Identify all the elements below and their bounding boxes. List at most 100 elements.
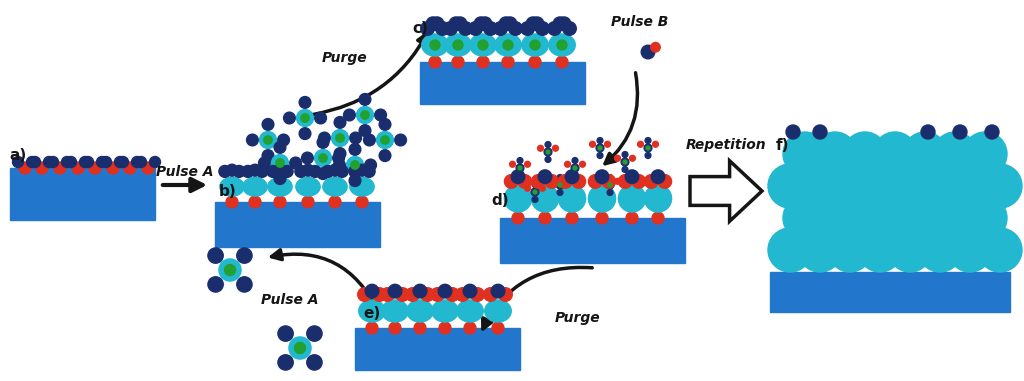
- Circle shape: [478, 17, 492, 30]
- Circle shape: [580, 161, 586, 167]
- Circle shape: [274, 196, 286, 208]
- Ellipse shape: [268, 177, 292, 196]
- Circle shape: [219, 259, 241, 281]
- Circle shape: [562, 22, 577, 35]
- Circle shape: [597, 152, 603, 158]
- Circle shape: [564, 161, 570, 167]
- Circle shape: [811, 209, 829, 227]
- Circle shape: [443, 22, 458, 35]
- Circle shape: [607, 190, 613, 195]
- Ellipse shape: [243, 177, 267, 196]
- Circle shape: [826, 161, 844, 179]
- Circle shape: [505, 185, 531, 212]
- Circle shape: [813, 132, 857, 176]
- Circle shape: [531, 185, 559, 212]
- Circle shape: [333, 152, 344, 164]
- Circle shape: [556, 181, 564, 189]
- Circle shape: [259, 131, 276, 149]
- Circle shape: [289, 337, 311, 359]
- Circle shape: [366, 322, 378, 334]
- Circle shape: [511, 170, 524, 184]
- Circle shape: [329, 196, 341, 208]
- Circle shape: [856, 193, 874, 211]
- Circle shape: [886, 177, 904, 195]
- Circle shape: [463, 284, 477, 298]
- Circle shape: [901, 145, 919, 163]
- Ellipse shape: [432, 300, 459, 322]
- Circle shape: [262, 150, 273, 162]
- Circle shape: [978, 164, 1022, 208]
- Circle shape: [430, 40, 440, 50]
- Circle shape: [796, 225, 814, 243]
- Circle shape: [532, 182, 538, 187]
- Circle shape: [359, 94, 371, 105]
- Circle shape: [299, 128, 311, 139]
- Circle shape: [531, 174, 545, 188]
- Circle shape: [948, 164, 992, 208]
- Circle shape: [969, 193, 986, 211]
- Circle shape: [61, 157, 73, 168]
- Circle shape: [356, 164, 368, 176]
- Circle shape: [431, 288, 444, 301]
- Circle shape: [796, 177, 814, 195]
- Circle shape: [976, 225, 994, 243]
- Circle shape: [389, 322, 401, 334]
- Circle shape: [768, 228, 812, 272]
- Text: Purge: Purge: [323, 51, 368, 65]
- Circle shape: [96, 157, 108, 168]
- Circle shape: [531, 188, 539, 196]
- Circle shape: [651, 170, 665, 184]
- Circle shape: [618, 174, 632, 188]
- Circle shape: [564, 178, 570, 184]
- Circle shape: [645, 138, 651, 144]
- Circle shape: [818, 161, 837, 179]
- Circle shape: [249, 164, 261, 176]
- Circle shape: [873, 132, 918, 176]
- Circle shape: [545, 157, 551, 162]
- Circle shape: [364, 134, 375, 146]
- Circle shape: [796, 161, 814, 179]
- Circle shape: [622, 166, 628, 172]
- Circle shape: [644, 174, 658, 188]
- Ellipse shape: [296, 177, 321, 196]
- Circle shape: [798, 228, 842, 272]
- Circle shape: [638, 141, 643, 147]
- Circle shape: [641, 45, 654, 59]
- Circle shape: [274, 164, 286, 176]
- Text: a): a): [9, 147, 27, 163]
- Circle shape: [908, 225, 927, 243]
- Circle shape: [856, 241, 874, 259]
- Circle shape: [608, 183, 612, 187]
- Circle shape: [414, 284, 427, 298]
- Circle shape: [572, 173, 578, 178]
- Circle shape: [27, 157, 38, 168]
- Circle shape: [886, 193, 904, 211]
- Circle shape: [888, 228, 932, 272]
- Circle shape: [118, 157, 128, 168]
- Circle shape: [652, 141, 658, 147]
- Circle shape: [530, 40, 540, 50]
- Circle shape: [886, 241, 904, 259]
- Circle shape: [302, 164, 314, 176]
- Circle shape: [208, 277, 223, 292]
- Text: Pulse A: Pulse A: [261, 293, 318, 307]
- Bar: [500, 218, 685, 263]
- Circle shape: [379, 150, 391, 162]
- Text: Purge: Purge: [555, 311, 601, 325]
- Circle shape: [464, 322, 476, 334]
- Circle shape: [366, 284, 379, 298]
- Circle shape: [278, 355, 293, 370]
- Circle shape: [786, 125, 800, 139]
- Circle shape: [813, 196, 857, 240]
- Circle shape: [589, 174, 602, 188]
- Circle shape: [106, 162, 119, 174]
- Circle shape: [19, 162, 31, 174]
- Circle shape: [622, 158, 629, 166]
- Circle shape: [430, 17, 443, 30]
- Text: d): d): [492, 192, 509, 208]
- Circle shape: [226, 164, 238, 176]
- Circle shape: [841, 145, 859, 163]
- Circle shape: [946, 177, 964, 195]
- Circle shape: [524, 161, 530, 167]
- Circle shape: [314, 112, 327, 124]
